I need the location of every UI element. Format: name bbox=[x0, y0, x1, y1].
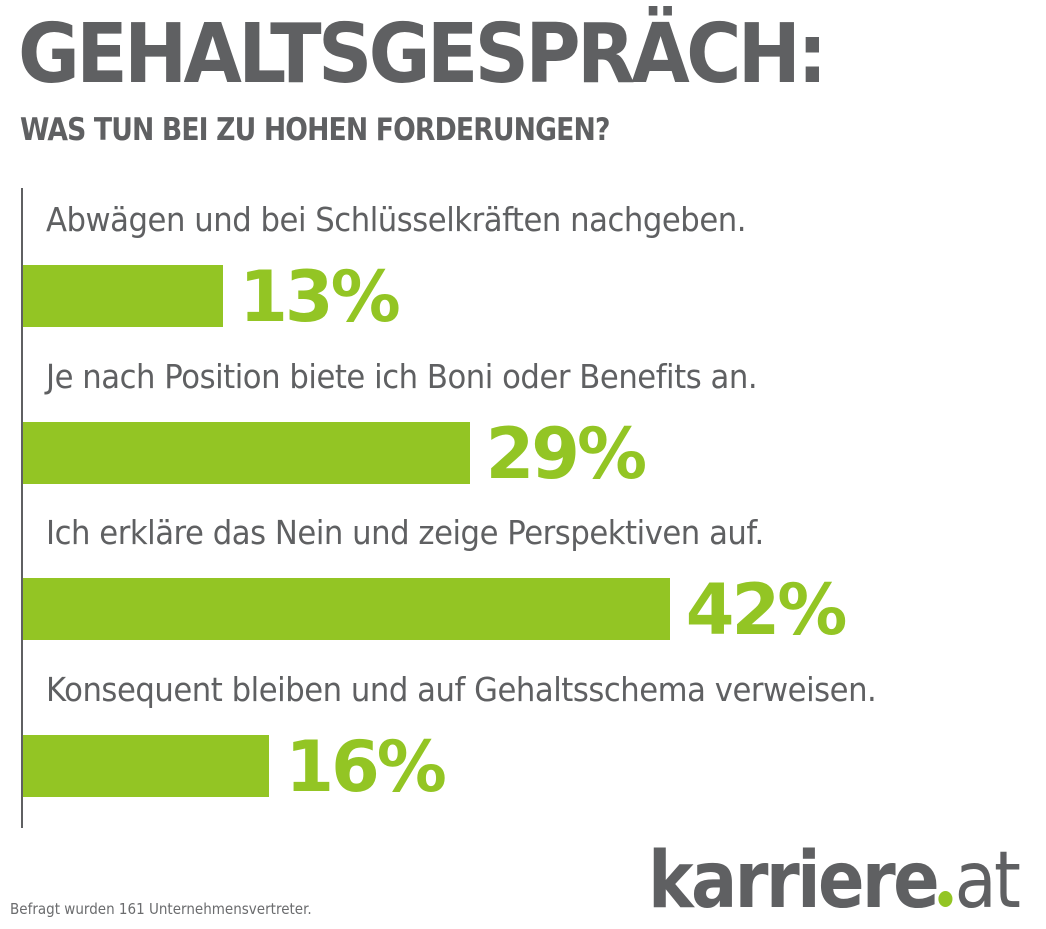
chart-title: GEHALTSGESPRÄCH: bbox=[18, 7, 827, 102]
bar-label: Je nach Position biete ich Boni oder Ben… bbox=[46, 357, 758, 396]
chart-subtitle: WAS TUN BEI ZU HOHEN FORDERUNGEN? bbox=[20, 112, 610, 148]
bar bbox=[23, 422, 470, 484]
bar bbox=[23, 265, 224, 327]
bar-value-label: 13% bbox=[239, 256, 401, 338]
brand-tld: at bbox=[954, 836, 1021, 926]
bar-label: Ich erkläre das Nein und zeige Perspekti… bbox=[46, 513, 764, 552]
bar-value-label: 42% bbox=[685, 569, 848, 651]
bar bbox=[23, 735, 270, 797]
bar-label: Abwägen und bei Schlüsselkräften nachgeb… bbox=[46, 200, 747, 239]
bar-value-label: 16% bbox=[285, 726, 447, 808]
brand-logo: karriere at bbox=[648, 842, 1021, 920]
survey-note: Befragt wurden 161 Unternehmensvertreter… bbox=[10, 900, 312, 918]
y-axis-line bbox=[21, 188, 23, 828]
bar-label: Konsequent bleiben und auf Gehaltsschema… bbox=[46, 670, 877, 709]
bar-value-label: 29% bbox=[485, 413, 648, 495]
brand-name: karriere bbox=[648, 836, 940, 926]
brand-dot-icon bbox=[938, 891, 953, 907]
bar bbox=[23, 578, 670, 640]
